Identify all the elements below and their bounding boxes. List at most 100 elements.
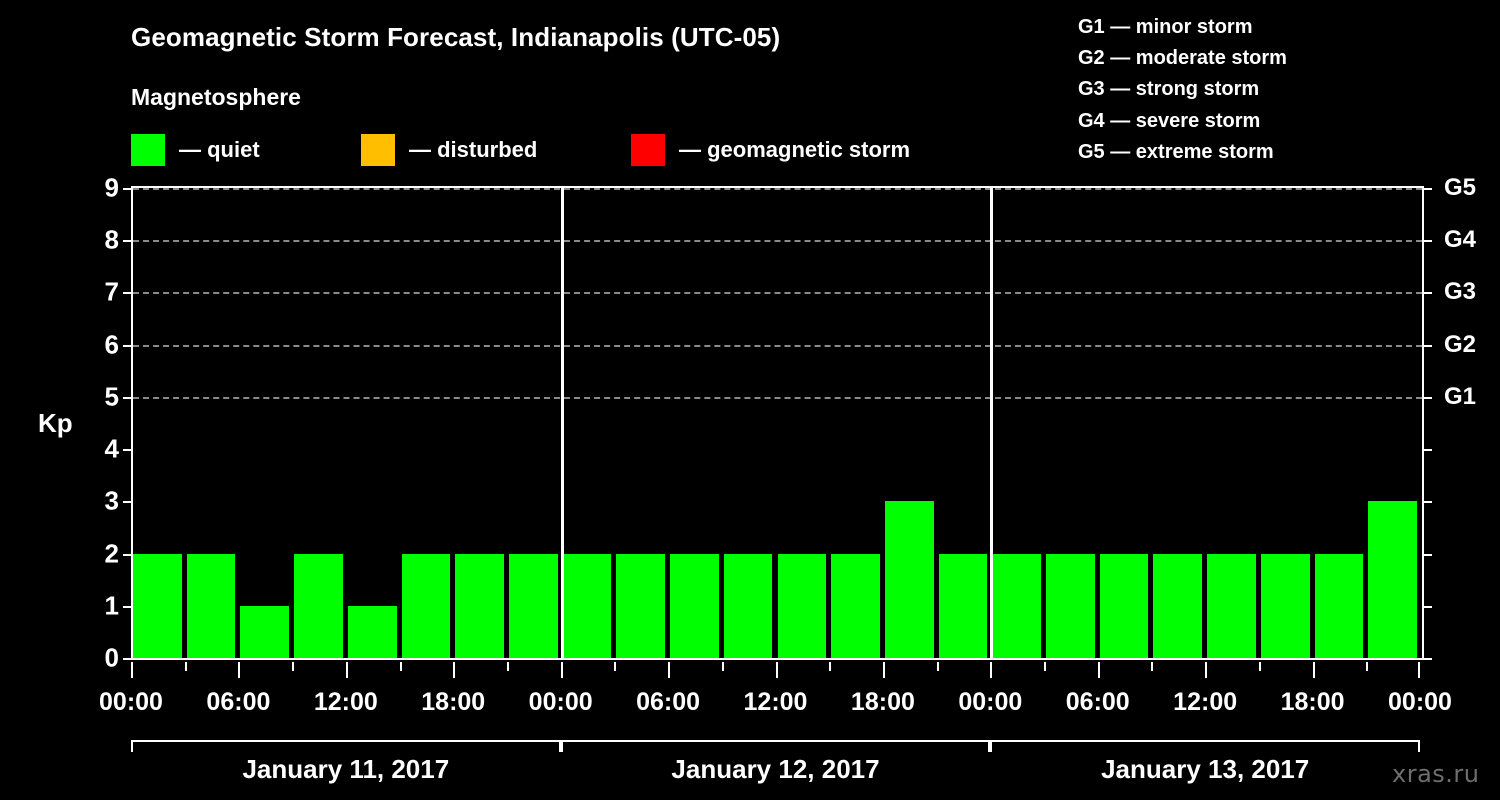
day-divider [990, 188, 994, 658]
g-scale-row-3: G3 — strong storm [1078, 78, 1260, 101]
legend-item-1: — quiet [131, 133, 260, 167]
x-tick-label: 00:00 [99, 688, 163, 716]
legend-item-3: — geomagnetic storm [631, 133, 910, 167]
x-tick-label: 06:00 [636, 688, 701, 716]
bar-kp [508, 553, 558, 658]
day-label-1: January 11, 2017 [242, 754, 450, 784]
x-axis-tick [1097, 662, 1100, 678]
x-axis-tick [1151, 662, 1154, 671]
x-axis-tick [936, 662, 939, 671]
y-tick-label-6: 6 [104, 329, 119, 360]
y-axis-tick-5 [123, 396, 133, 399]
x-tick-label: 12:00 [1173, 688, 1238, 716]
x-axis-tick [721, 662, 724, 671]
day-bracket-3 [990, 740, 1420, 752]
bar-kp [992, 553, 1042, 658]
bar-kp [1046, 553, 1095, 658]
x-tick-label: 18:00 [850, 688, 915, 716]
x-tick-label: 00:00 [1388, 688, 1452, 716]
legend-label: — quiet [179, 137, 260, 162]
legend-item-2: — disturbed [361, 133, 537, 167]
bar-kp [1260, 553, 1310, 658]
x-tick-label: 06:00 [1065, 688, 1130, 716]
day-bracket-2 [560, 740, 991, 752]
x-axis-ticks [131, 662, 1424, 678]
g-tick-label-G4: G4 [1444, 226, 1477, 254]
y-axis-tick-right-3 [1422, 501, 1432, 504]
gridline-kp-5 [133, 396, 1422, 399]
x-axis-tick [1366, 662, 1369, 671]
g-tick-label-G5: G5 [1444, 174, 1477, 201]
x-tick-label: 00:00 [958, 688, 1023, 716]
bar-kp [884, 501, 934, 658]
y-axis-tick-right-7 [1422, 292, 1432, 295]
y-axis-tick-right-9 [1422, 188, 1432, 190]
bar-kp [777, 553, 827, 658]
x-axis-tick [1418, 662, 1420, 678]
gridline-kp-6 [133, 344, 1422, 347]
bar-kp [401, 553, 451, 658]
x-axis-tick [345, 662, 348, 678]
bar-kp [562, 553, 612, 658]
bar-kp [616, 553, 666, 658]
page-title: Geomagnetic Storm Forecast, Indianapolis… [131, 22, 781, 52]
x-axis-tick [453, 662, 456, 678]
bar-kp [186, 553, 236, 658]
g-scale-legend: G1 — minor storm G2 — moderate storm G3 — … [1078, 12, 1287, 168]
y-tick-label-8: 8 [104, 224, 119, 255]
g-scale-row-2: G2 — moderate storm [1078, 47, 1287, 70]
y-axis-tick-right-0 [1422, 658, 1432, 660]
gridline-kp-7 [133, 292, 1422, 295]
y-axis-tick-right-8 [1422, 240, 1432, 243]
y-axis-tick-1 [123, 605, 133, 608]
day-bracket-1 [131, 740, 561, 752]
x-axis-tick [292, 662, 295, 671]
y-axis-tick-4 [123, 449, 133, 452]
x-axis-tick [990, 662, 993, 678]
x-axis-tick [1312, 662, 1315, 678]
y-tick-label-3: 3 [104, 485, 119, 516]
x-axis-labels: 00:00 06:00 12:00 18:00 00:00 06:00 12:00 18:00… [0, 688, 1500, 722]
bar-kp [938, 553, 988, 658]
x-axis-tick [668, 662, 671, 678]
bar-kp [347, 605, 397, 658]
day-labels: January 11, 2017 January 12, 2017 January … [131, 754, 1424, 794]
x-axis-tick [560, 662, 563, 678]
y-axis-tick-7 [123, 292, 133, 295]
y-axis-tick-9 [123, 188, 133, 190]
y-tick-label-7: 7 [104, 276, 119, 307]
bar-kp [240, 605, 290, 658]
x-axis-tick [399, 662, 402, 671]
g-scale-row-5: G5 — extreme storm [1078, 140, 1274, 163]
g-tick-label-G3: G3 [1444, 278, 1477, 306]
day-label-3: January 13, 2017 [1101, 754, 1310, 784]
g-scale-row-1: G1 — minor storm [1078, 16, 1253, 38]
quiet-swatch [131, 134, 165, 166]
x-tick-label: 18:00 [1280, 688, 1345, 716]
x-axis-tick [1205, 662, 1208, 678]
bar-kp [670, 553, 719, 658]
bar-kp [294, 553, 343, 658]
chart-subtitle: Magnetosphere [131, 84, 301, 110]
g-tick-label-G2: G2 [1444, 330, 1477, 358]
x-tick-label: 12:00 [313, 688, 378, 716]
watermark: xras.ru [1392, 760, 1480, 788]
bar-kp [1368, 501, 1417, 658]
legend-label: — disturbed [409, 137, 538, 162]
y-axis-tick-3 [123, 501, 133, 504]
gridline-kp-8 [133, 240, 1422, 243]
x-axis-tick [614, 662, 617, 671]
plot-area [123, 186, 1432, 660]
x-axis-tick [238, 662, 241, 678]
y-axis-tick-right-4 [1422, 449, 1432, 452]
g-tick-label-G1: G1 [1444, 382, 1477, 410]
y-tick-label-2: 2 [104, 538, 119, 569]
x-axis-tick [1044, 662, 1047, 671]
y-tick-label-5: 5 [104, 381, 119, 412]
y-axis-title: Kp [38, 408, 73, 438]
y-axis-tick-right-6 [1422, 344, 1432, 347]
legend-label: — geomagnetic storm [679, 137, 911, 162]
bar-kp [1099, 553, 1149, 658]
x-axis-tick [184, 662, 187, 671]
